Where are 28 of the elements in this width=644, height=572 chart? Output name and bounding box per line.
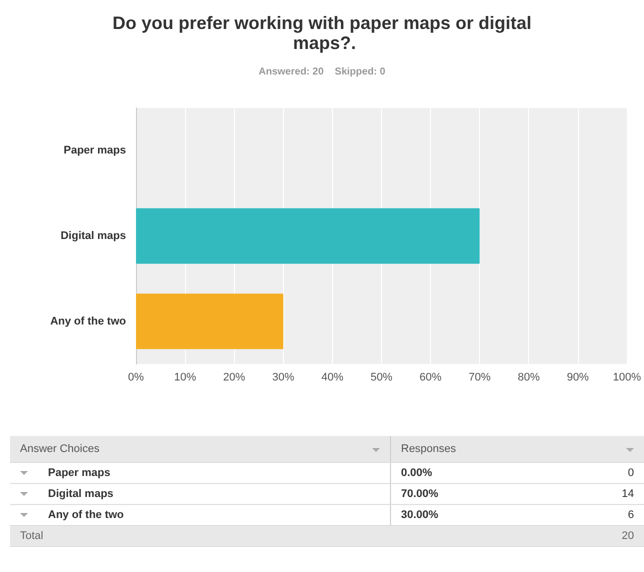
y-tick-label: Paper maps	[64, 144, 126, 157]
x-tick-label: 60%	[420, 372, 442, 384]
y-tick-label: Digital maps	[60, 230, 126, 242]
text: 0.00%	[390, 462, 554, 484]
y-tick-label: Any of the two	[50, 315, 126, 328]
x-tick-label: 50%	[370, 372, 393, 384]
text: 6	[553, 504, 644, 526]
x-tick-label: 10%	[174, 372, 196, 384]
text: 14	[553, 484, 644, 504]
x-tick-label: 0%	[128, 372, 144, 384]
x-tick-label: 90%	[566, 372, 590, 384]
text: 70.00%	[390, 484, 554, 504]
text: Total	[10, 526, 554, 546]
chart-subtitle: Answered: 20 Skipped: 0	[258, 66, 386, 78]
x-tick-label: 80%	[518, 372, 540, 384]
x-tick-label: 70%	[468, 372, 491, 384]
text: 20	[553, 526, 644, 546]
chart-title: Do you prefer working with paper maps or digital maps?.	[112, 13, 532, 53]
text: 0	[553, 462, 644, 484]
text: 30.00%	[390, 504, 554, 526]
x-tick-label: 20%	[223, 372, 246, 384]
text: Responses	[390, 436, 644, 462]
text: Answer Choices	[10, 436, 390, 462]
category-label: Digital maps	[48, 488, 114, 500]
x-tick-label: 100%	[612, 372, 642, 384]
x-tick-label: 30%	[272, 372, 294, 384]
category-label: Paper maps	[48, 467, 110, 479]
x-tick-label: 40%	[321, 372, 344, 384]
